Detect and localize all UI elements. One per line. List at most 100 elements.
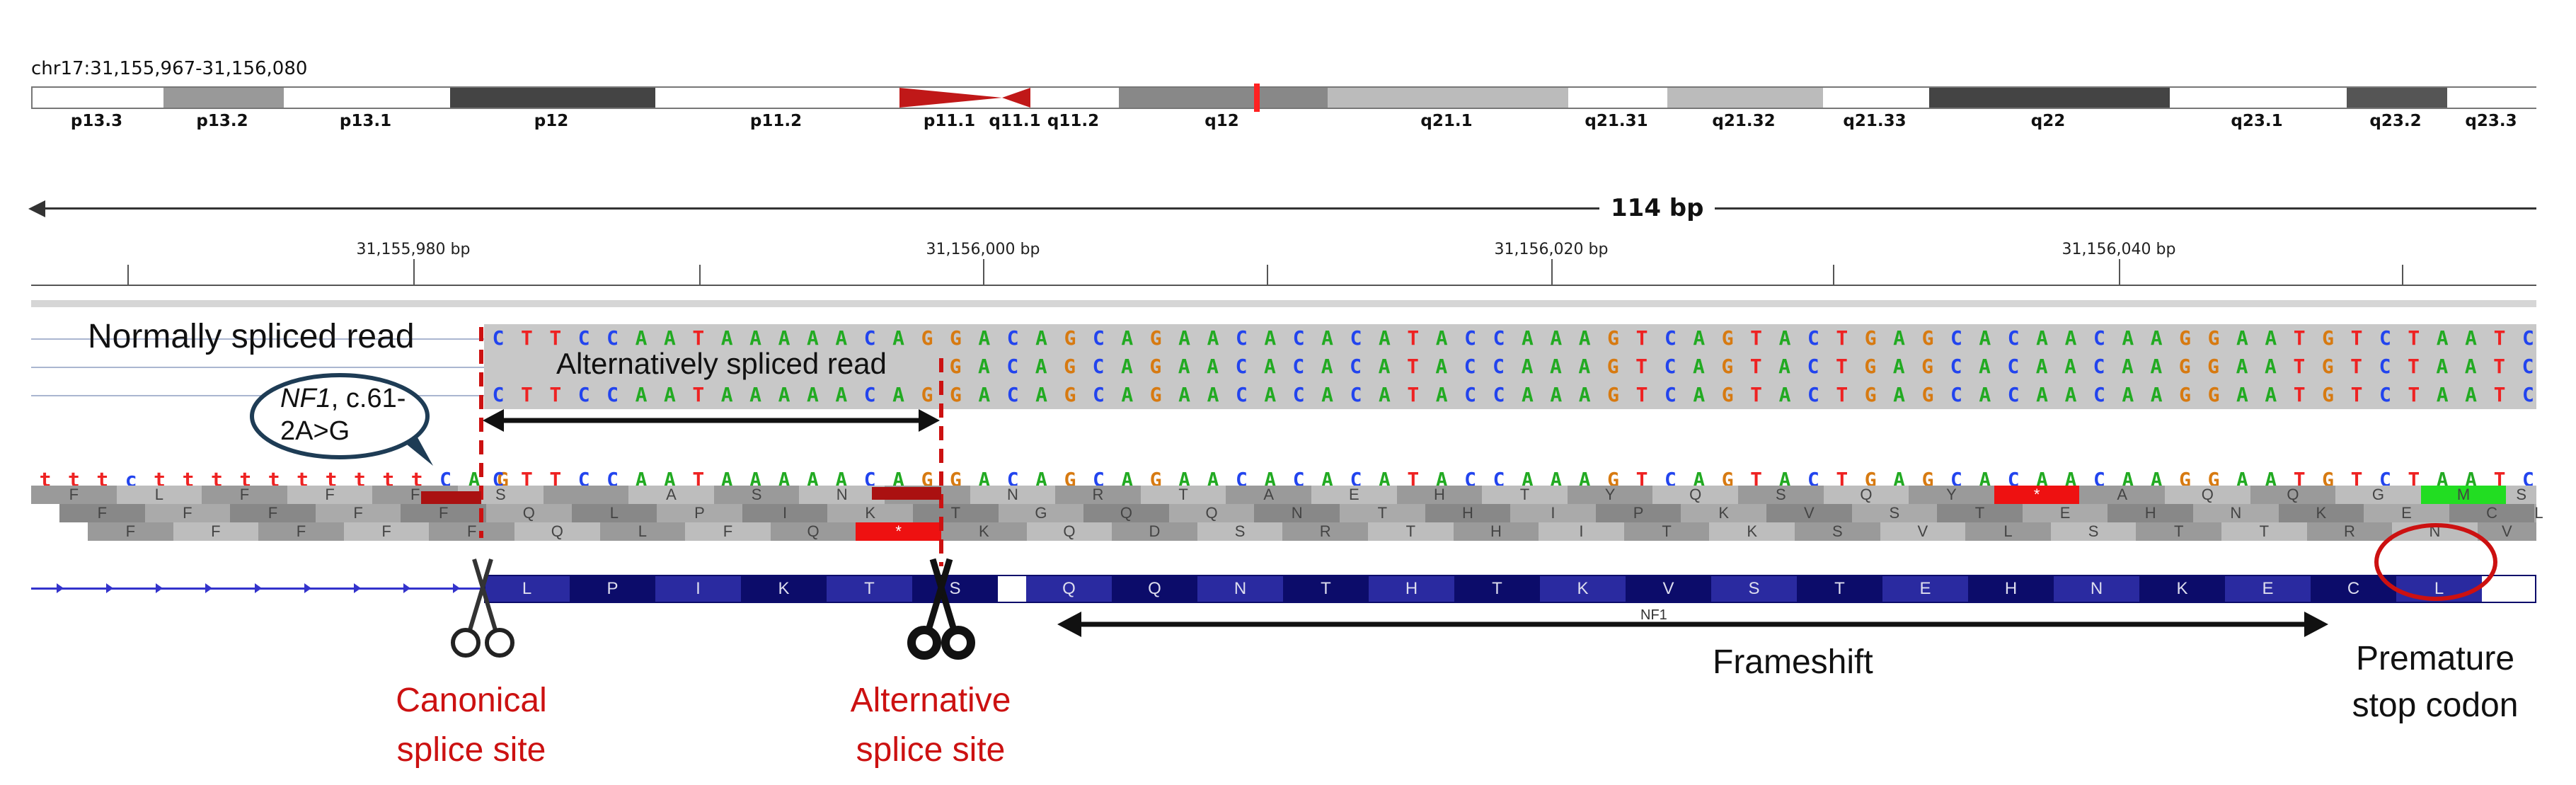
base: A: [2465, 468, 2478, 491]
aa-cell: F: [31, 486, 117, 504]
span-arrow-icon: [28, 200, 45, 217]
band-label-p11.1: p11.1: [923, 112, 976, 130]
base: A: [1321, 468, 1334, 491]
base: A: [2436, 383, 2449, 406]
base: C: [1006, 326, 1019, 350]
base: G: [496, 468, 509, 491]
chromosome-ideogram[interactable]: [31, 84, 2538, 112]
band-p13.2: [163, 88, 284, 108]
base: t: [39, 468, 52, 491]
base: C: [2522, 326, 2534, 350]
band-q23.2: [2347, 88, 2447, 108]
base: G: [1149, 326, 1162, 350]
base: C: [1350, 383, 1362, 406]
base: C: [492, 468, 505, 491]
base: C: [1350, 468, 1362, 491]
base: C: [1092, 355, 1105, 378]
ruler-major-tick: [413, 259, 415, 285]
aa-cell: H: [2108, 504, 2193, 522]
base: A: [778, 383, 790, 406]
base: A: [2064, 355, 2077, 378]
base: G: [1064, 383, 1076, 406]
scissors-icon-alternative: [907, 558, 975, 660]
base: A: [1264, 383, 1277, 406]
base: T: [1406, 355, 1419, 378]
base: A: [1435, 355, 1448, 378]
base: T: [2493, 326, 2506, 350]
base: T: [1749, 355, 1762, 378]
base: A: [1264, 468, 1277, 491]
base: A: [1979, 383, 1991, 406]
base: C: [1950, 326, 1962, 350]
gene-aa: S: [1711, 575, 1797, 603]
base: T: [1407, 326, 1420, 350]
base: A: [1435, 468, 1448, 491]
base: T: [549, 326, 562, 350]
base: A: [2036, 383, 2049, 406]
base: C: [606, 468, 619, 491]
base: C: [1235, 326, 1248, 350]
base: A: [1979, 326, 1991, 350]
base: A: [2150, 383, 2163, 406]
base: A: [1378, 383, 1391, 406]
base: A: [835, 326, 848, 350]
base: A: [468, 468, 481, 491]
base: G: [1064, 355, 1076, 378]
base: C: [1292, 383, 1305, 406]
base: C: [492, 326, 505, 350]
aa-cell: *: [856, 522, 941, 541]
band-q21.31: [1568, 88, 1667, 108]
base: A: [1435, 326, 1448, 350]
base: C: [1464, 468, 1477, 491]
base: t: [182, 468, 195, 491]
base: G: [1921, 383, 1934, 406]
gene-aa: Q: [1026, 575, 1112, 603]
base: T: [2293, 383, 2306, 406]
band-label-q11.1: q11.1: [989, 112, 1041, 130]
band-label-q21.31: q21.31: [1585, 112, 1648, 130]
base: A: [1378, 355, 1391, 378]
base: T: [1750, 326, 1763, 350]
base: G: [1606, 355, 1619, 378]
base: C: [1493, 355, 1505, 378]
gene-aa: L: [484, 575, 570, 603]
base: A: [2121, 355, 2134, 378]
base: G: [2207, 383, 2220, 406]
base: A: [1550, 468, 1563, 491]
base: A: [806, 383, 819, 406]
base: A: [1578, 383, 1591, 406]
canonical-splice-label: Canonical splice site: [396, 682, 547, 769]
base: A: [1207, 355, 1219, 378]
read-gap-line: [31, 395, 484, 396]
aa-cell: F: [315, 504, 401, 522]
band-label-q21.32: q21.32: [1712, 112, 1776, 130]
base: A: [1693, 326, 1706, 350]
ruler-tick-label: 31,156,040 bp: [2062, 241, 2176, 258]
strand-arrow-icon: [304, 583, 311, 593]
base: A: [978, 326, 991, 350]
base: t: [268, 468, 280, 491]
base: A: [1264, 326, 1277, 350]
locus-label[interactable]: chr17:31,155,967-31,156,080: [31, 58, 308, 79]
gene-aa: T: [827, 575, 912, 603]
base: G: [949, 383, 962, 406]
base: A: [1979, 468, 1991, 491]
gene-aa: K: [741, 575, 827, 603]
base: A: [1778, 355, 1791, 378]
gene-aa: H: [1968, 575, 2054, 603]
aa-cell: T: [1140, 486, 1226, 504]
base: A: [663, 383, 676, 406]
base: G: [1149, 355, 1162, 378]
base: A: [1521, 326, 1534, 350]
alt-read-label: Alternatively spliced read: [556, 347, 887, 380]
base: A: [892, 383, 905, 406]
base: A: [2436, 326, 2449, 350]
ruler-axis: [31, 285, 2536, 286]
band-label-p12: p12: [534, 112, 569, 130]
aa-cell: Q: [2165, 486, 2250, 504]
base: T: [1750, 468, 1763, 491]
base: C: [2522, 383, 2534, 406]
band-label-q23.3: q23.3: [2465, 112, 2517, 130]
base: G: [1149, 468, 1162, 491]
ruler-minor-tick: [127, 265, 129, 285]
